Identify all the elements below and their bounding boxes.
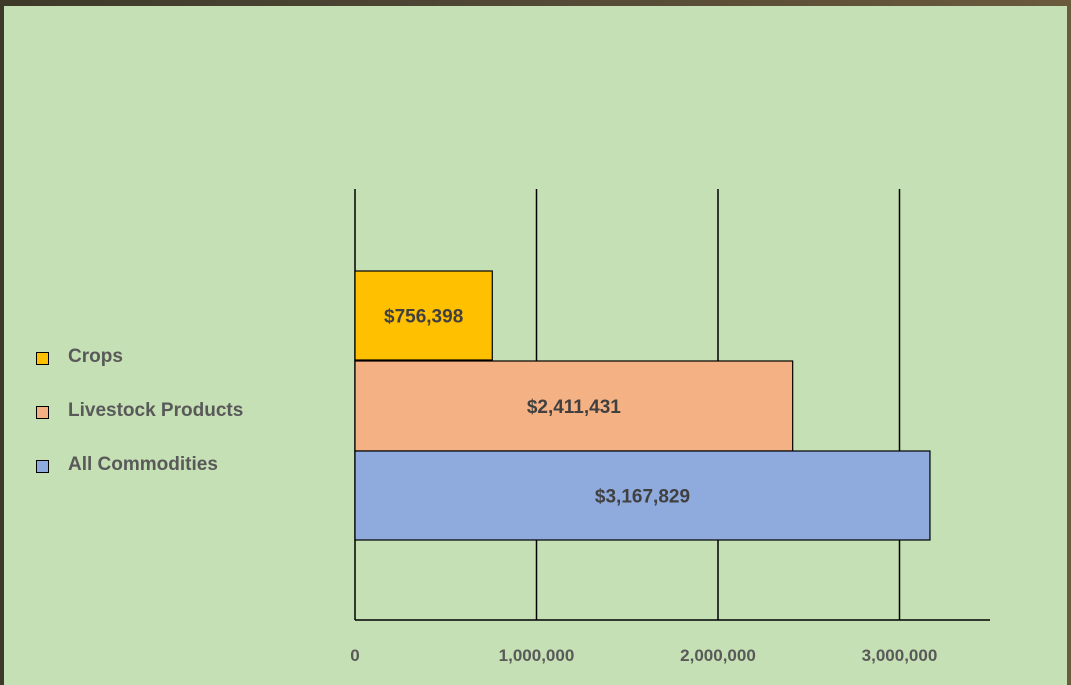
bar-crops — [354, 270, 493, 361]
legend-swatch-livestock-products — [36, 406, 49, 419]
chart-panel — [4, 6, 1067, 685]
x-tick-label-0: 0 — [350, 646, 359, 665]
legend-label-crops: Crops — [68, 346, 123, 367]
data-label-0: $756,398 — [384, 307, 463, 328]
data-label-2: $3,167,829 — [595, 487, 690, 508]
legend-label-all-commodities: All Commodities — [68, 454, 218, 475]
x-tick-label-1: 1,000,000 — [499, 646, 575, 665]
legend-label-livestock-products: Livestock Products — [68, 400, 244, 421]
data-label-1: $2,411,431 — [527, 397, 621, 418]
bar-all-commodities — [354, 450, 931, 541]
x-tick-label-2: 2,000,000 — [680, 646, 756, 665]
x-tick-label-3: 3,000,000 — [862, 646, 938, 665]
bar-livestock-products — [354, 360, 794, 452]
legend-swatch-all-commodities — [36, 460, 49, 473]
legend-swatch-crops — [36, 352, 49, 365]
